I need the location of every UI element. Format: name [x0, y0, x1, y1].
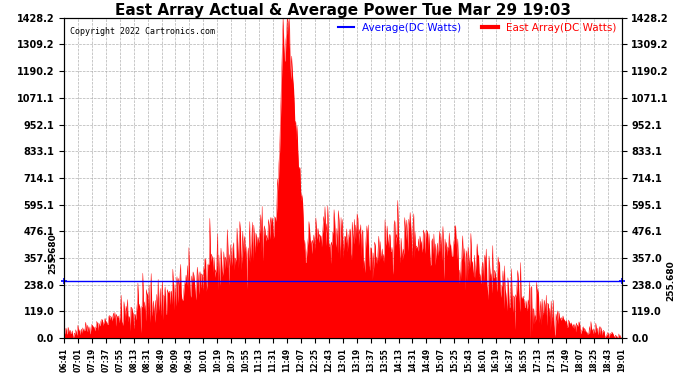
Text: 255.680: 255.680 [48, 233, 57, 274]
Text: Copyright 2022 Cartronics.com: Copyright 2022 Cartronics.com [70, 27, 215, 36]
Title: East Array Actual & Average Power Tue Mar 29 19:03: East Array Actual & Average Power Tue Ma… [115, 3, 571, 18]
Text: 255.680: 255.680 [667, 260, 676, 301]
Legend: Average(DC Watts), East Array(DC Watts): Average(DC Watts), East Array(DC Watts) [334, 19, 620, 37]
